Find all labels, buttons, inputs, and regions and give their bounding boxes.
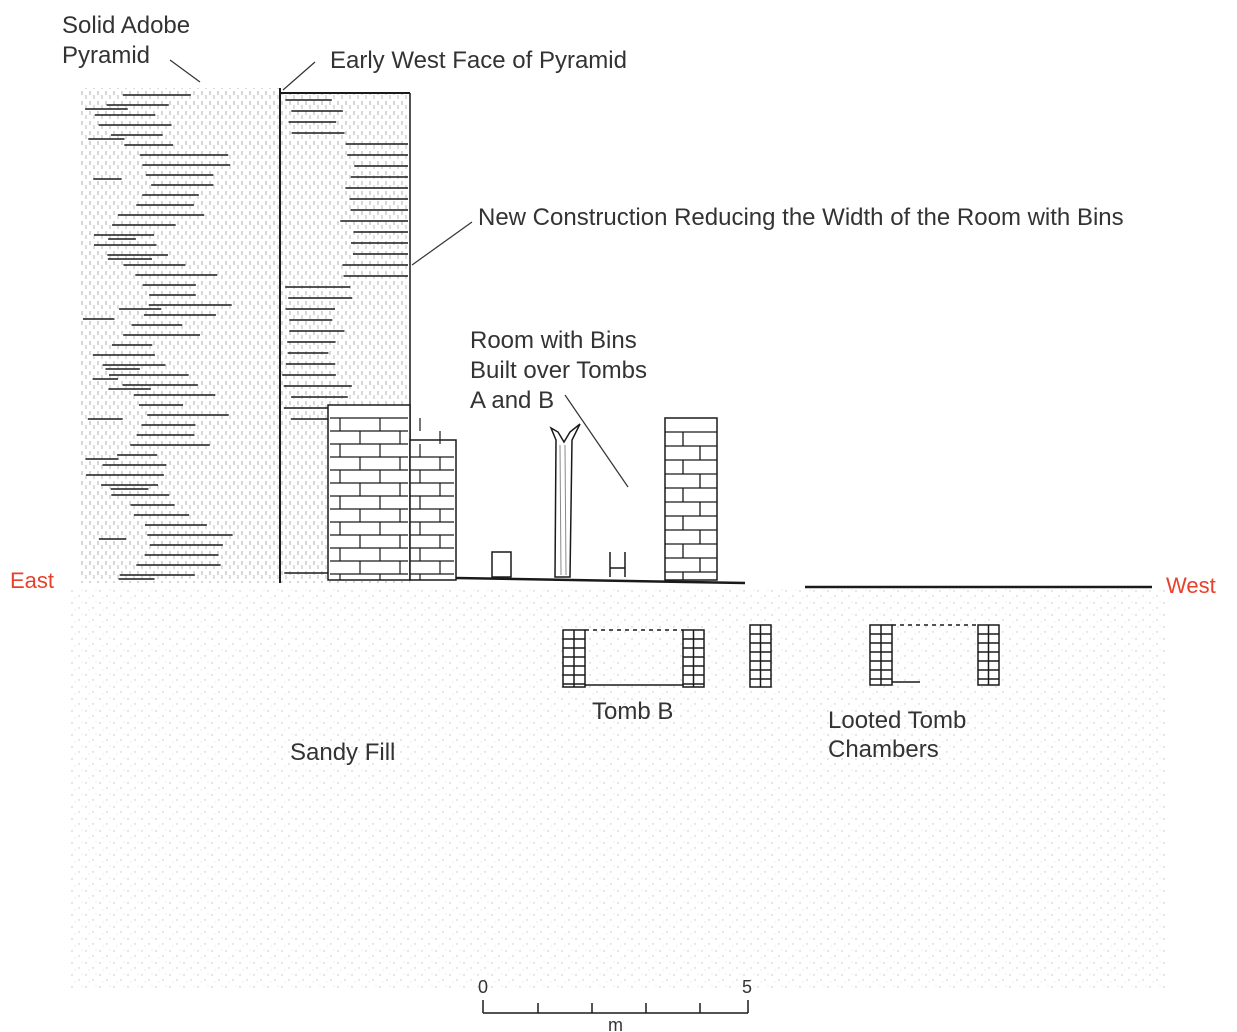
scale-end-label: 5 [742,977,752,997]
tomb-b [562,629,705,688]
room-west-wall [664,417,718,581]
label-room-with-bins: Room with Bins Built over Tombs A and B [470,327,654,414]
leader-new-construction [411,221,473,266]
ground-surface [455,576,1152,589]
room-bins [491,423,626,578]
scale-unit-label: m [608,1015,623,1032]
sandy-fill-area [70,588,1165,988]
leader-room-with-bins [564,394,629,488]
leader-early-west-face [282,61,316,91]
scale-start-label: 0 [478,977,488,997]
label-tomb-b: Tomb B [592,698,673,725]
label-east: East [10,568,54,593]
solid-adobe-pyramid [80,88,280,583]
label-new-construction: New Construction Reducing the Width of t… [478,204,1124,231]
scale-bar [482,1000,749,1014]
label-sandy-fill: Sandy Fill [290,739,395,766]
tomb-wall-fragment [749,624,772,688]
label-looted-tomb-chambers: Looted Tomb Chambers [828,707,973,763]
leader-solid-adobe [169,59,201,83]
looted-tomb-chambers [869,624,1000,686]
label-west: West [1166,573,1216,598]
label-early-west-face: Early West Face of Pyramid [330,47,627,74]
new-construction-block [327,404,457,581]
leader-lines [169,59,629,488]
label-solid-adobe-pyramid: Solid Adobe Pyramid [62,12,197,69]
